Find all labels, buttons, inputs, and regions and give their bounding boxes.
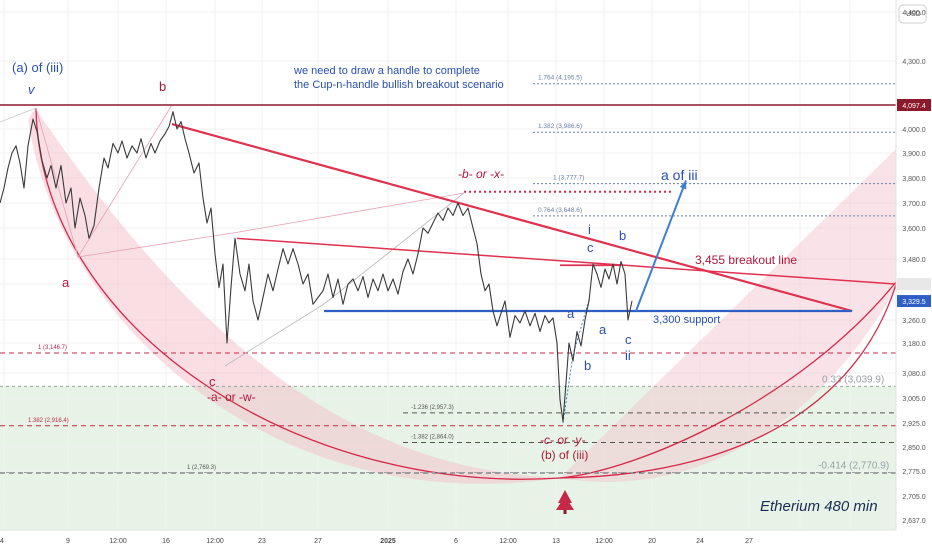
x-tick-label: 12:00 [109,538,127,545]
support-label: 3,300 support [653,314,720,326]
breakout-line-label: 3,455 breakout line [695,253,797,267]
y-tick-label: 3,080.0 [902,371,925,378]
annotation-c-blue-right: c [625,332,632,347]
x-tick-label: 12:00 [595,538,613,545]
price-axis-bg [896,0,932,550]
annotation-b-or-x: -b- or -x- [458,167,504,181]
breakout-trendline [236,237,896,285]
fib-level-label: -1.382 (2,864.0) [411,435,454,441]
cup-wedge-left [28,108,560,484]
y-tick-label: 2,775.0 [902,469,925,476]
green-zone [0,386,896,530]
annotation-b-red: b [159,79,166,94]
y-tick-label: 2,850.0 [902,445,925,452]
wave-connector [0,107,37,123]
wave-connector [224,192,465,367]
y-tick-label: 2,925.0 [902,421,925,428]
annotation-a-or-w: -a- or -w- [207,390,256,404]
x-tick-label: 27 [314,538,322,545]
resistance-price-tag [897,99,931,111]
y-tick-label: 4,300.0 [902,59,925,66]
fib-level-label: 1.382 (3,986.6) [538,123,582,130]
y-tick-label: 3,005.0 [902,396,925,403]
last-price-tag [897,295,931,308]
main-trendline [171,123,853,313]
y-tick-label: 3,480.0 [902,257,925,264]
fib-level-label: -1.236 (2,957.3) [411,405,454,411]
x-tick-label: 24 [696,538,704,545]
annotation-c-or-y: -c- or -y- [540,433,585,447]
projection-arrowhead [679,180,687,190]
annotation-i-blue: i [588,222,591,237]
fib-level-label: 0.33 (3,039.9) [822,374,884,385]
note-line-2: the Cup-n-handle bullish breakout scenar… [294,79,504,91]
y-tick-label: 3,600.0 [902,226,925,233]
y-tick-label: 3,180.0 [902,341,925,348]
fib-level-label: 1.764 (4,195.5) [538,75,582,82]
annotation-c-blue-left: c [587,240,594,255]
x-tick-label: 20 [648,538,656,545]
fib-level-label: 1 (2,769.3) [187,465,216,471]
y-tick-label: 4,000.0 [902,127,925,134]
chart-title: Etherium 480 min [760,498,878,515]
annotation-v: v [28,82,36,97]
x-tick-label: 2025 [380,538,396,545]
annotation-c-red: c [209,374,216,389]
time-axis-bg [0,530,932,550]
annotation-b-blue-high: b [619,228,626,243]
annotation-a-blue-low: a [567,306,575,321]
x-tick-label: 4 [0,538,4,545]
annotation-ii-blue: ii [625,348,631,363]
x-tick-label: 27 [745,538,753,545]
last-price-label: 3,329.5 [902,299,925,306]
currency-label: USD [906,11,921,18]
tree-marker-icon [556,496,574,510]
fib-level-label: 1 (3,777.7) [553,175,584,182]
y-tick-label: 3,260.0 [902,318,925,325]
y-tick-label: 4,400.0 [902,10,925,17]
price-line [0,111,633,422]
y-tick-label: 2,637.0 [902,518,925,525]
annotation-b-of-iii: (b) of (iii) [541,448,588,462]
resistance-price-label: 4,097.4 [902,103,925,110]
x-tick-label: 23 [258,538,266,545]
cup-curve-right [559,281,897,479]
y-tick-label: 3,700.0 [902,201,925,208]
annotation-a-of-iii-wave: (a) of (iii) [12,60,63,75]
projection-arrow [635,180,687,312]
x-tick-label: 12:00 [499,538,517,545]
wave-dotted-path [562,299,590,424]
cup-curve [35,107,901,480]
wave-connector [77,192,465,258]
fib-level-label: 0.764 (3,648.6) [538,207,582,214]
note-line-1: we need to draw a handle to complete [293,65,480,77]
annotation-b-blue-low: b [584,358,591,373]
tree-marker-icon [563,510,567,514]
annotation-a-blue-mid: a [599,322,607,337]
currency-box [898,4,927,24]
x-tick-label: 12:00 [206,538,224,545]
x-tick-label: 9 [66,538,70,545]
fib-level-label: 1 (3,146.7) [38,345,67,351]
y-tick-label: 3,900.0 [902,151,925,158]
fib-level-label: -0.414 (2,770.9) [818,460,889,471]
annotation-a-red: a [62,275,70,290]
cup-wedge-right [35,108,900,482]
y-tick-label: 2,705.0 [902,494,925,501]
hover-price-tag [897,278,931,290]
x-tick-label: 13 [552,538,560,545]
x-tick-label: 16 [162,538,170,545]
annotation-a-of-iii-target: a of iii [661,167,698,183]
y-tick-label: 3,800.0 [902,176,925,183]
x-tick-label: 6 [454,538,458,545]
fib-level-label: 1.382 (2,916.4) [28,418,69,424]
